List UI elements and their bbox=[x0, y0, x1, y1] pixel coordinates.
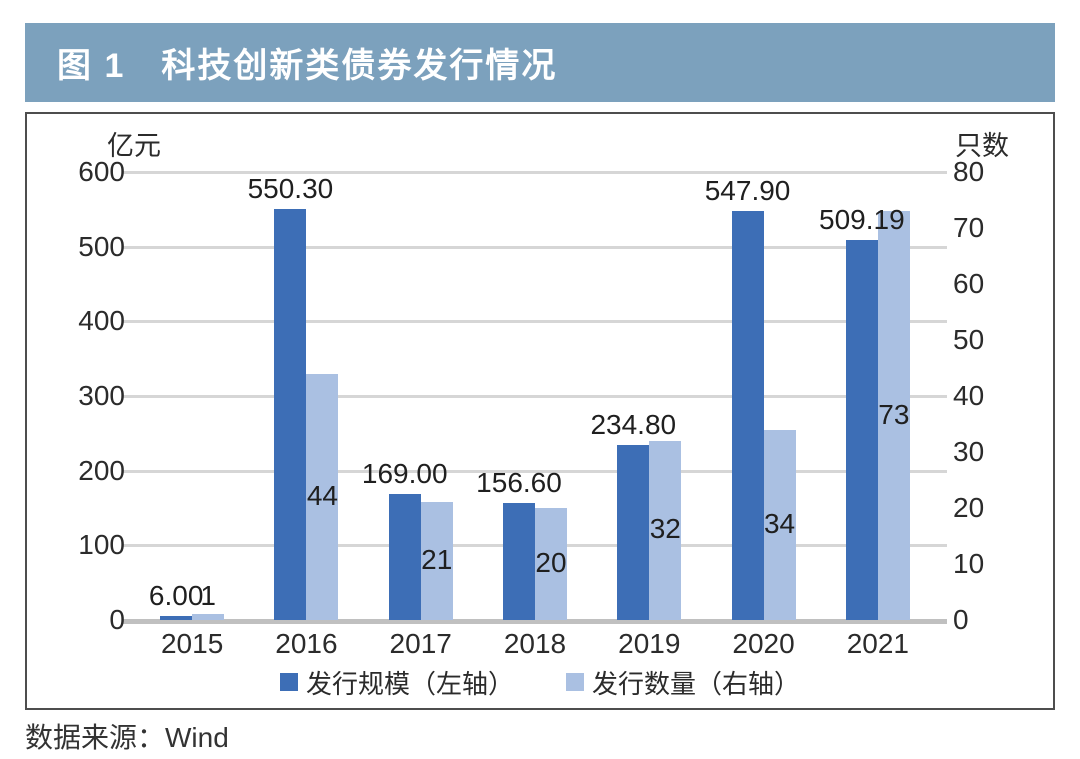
count-value-label: 21 bbox=[421, 544, 453, 576]
right-axis-tick: 70 bbox=[953, 212, 985, 243]
left-axis-unit-label: 亿元 bbox=[107, 131, 161, 161]
right-axis-tick: 50 bbox=[953, 324, 985, 355]
chart-legend: 发行规模（左轴） 发行数量（右轴） bbox=[27, 664, 1053, 700]
x-axis-label: 2019 bbox=[618, 628, 681, 659]
count-value-label: 1 bbox=[200, 580, 216, 612]
figure-title-bar: 图 1 科技创新类债券发行情况 bbox=[25, 23, 1055, 102]
scale-bar bbox=[617, 444, 650, 620]
scale-value-label: 169.00 bbox=[361, 457, 448, 489]
legend-item: 发行数量（右轴） bbox=[566, 664, 800, 701]
count-bar bbox=[877, 211, 910, 620]
legend-swatch-icon bbox=[279, 673, 298, 691]
count-value-label: 44 bbox=[306, 479, 338, 511]
gridline bbox=[123, 245, 947, 249]
scale-bar bbox=[503, 503, 535, 620]
scale-bar bbox=[388, 493, 421, 620]
count-bar bbox=[306, 373, 339, 620]
scale-value-label: 156.60 bbox=[476, 467, 562, 499]
chart-panel: 亿元 只数 6.00 1 550.30 44 169.00 21 156.60 20 234.8… bbox=[25, 112, 1055, 710]
right-axis-tick: 60 bbox=[953, 268, 985, 299]
scale-bar bbox=[845, 239, 878, 620]
scale-value-label: 550.30 bbox=[247, 173, 334, 205]
scale-bar bbox=[731, 210, 764, 620]
x-axis-baseline bbox=[123, 619, 947, 624]
gridline bbox=[123, 320, 947, 324]
left-axis-tick: 0 bbox=[109, 604, 125, 635]
x-axis-label: 2016 bbox=[275, 628, 338, 659]
x-axis-label: 2017 bbox=[389, 628, 452, 659]
scale-value-label: 6.00 bbox=[148, 579, 204, 611]
scale-value-label: 509.19 bbox=[819, 203, 905, 235]
x-axis-label: 2015 bbox=[160, 628, 224, 659]
right-axis-tick: 10 bbox=[953, 548, 985, 579]
left-axis-tick: 100 bbox=[78, 529, 125, 561]
left-axis-tick: 300 bbox=[78, 380, 125, 411]
count-value-label: 20 bbox=[535, 547, 567, 578]
count-bar bbox=[649, 440, 682, 620]
legend-label: 发行规模（左轴） bbox=[305, 668, 514, 699]
left-axis-tick: 600 bbox=[78, 156, 125, 187]
count-bar bbox=[535, 508, 567, 620]
right-axis-tick: 40 bbox=[953, 380, 985, 411]
scale-value-label: 234.80 bbox=[590, 408, 677, 440]
legend-swatch-icon bbox=[566, 673, 584, 691]
right-axis-tick: 20 bbox=[953, 492, 985, 523]
gridline bbox=[123, 395, 947, 398]
left-axis-tick: 500 bbox=[78, 230, 125, 262]
left-axis-tick: 400 bbox=[78, 305, 125, 337]
data-source-note: 数据来源：Wind bbox=[25, 722, 229, 753]
legend-label: 发行数量（右轴） bbox=[592, 668, 801, 699]
right-axis-tick: 30 bbox=[953, 436, 985, 467]
count-value-label: 32 bbox=[649, 513, 681, 545]
figure-title: 图 1 科技创新类债券发行情况 bbox=[57, 47, 558, 85]
right-axis-tick: 0 bbox=[953, 604, 969, 635]
count-bar bbox=[420, 502, 453, 620]
legend-item: 发行规模（左轴） bbox=[279, 664, 514, 701]
count-value-label: 73 bbox=[878, 398, 910, 430]
count-bar bbox=[192, 614, 225, 620]
scale-bar bbox=[160, 615, 193, 620]
right-axis-tick: 80 bbox=[953, 156, 985, 187]
x-axis-label: 2018 bbox=[503, 628, 567, 659]
scale-value-label: 547.90 bbox=[704, 174, 791, 206]
count-value-label: 34 bbox=[763, 507, 796, 539]
x-axis-label: 2020 bbox=[732, 628, 795, 659]
x-axis-label: 2021 bbox=[846, 628, 909, 659]
left-axis-tick: 200 bbox=[78, 454, 125, 486]
right-axis-unit-label: 只数 bbox=[955, 131, 1009, 161]
scale-bar bbox=[274, 209, 307, 620]
plot-area: 6.00 1 550.30 44 169.00 21 156.60 20 234.80 32 547… bbox=[123, 171, 947, 624]
gridline bbox=[123, 171, 947, 174]
gridline bbox=[123, 469, 947, 473]
count-bar bbox=[763, 429, 796, 620]
